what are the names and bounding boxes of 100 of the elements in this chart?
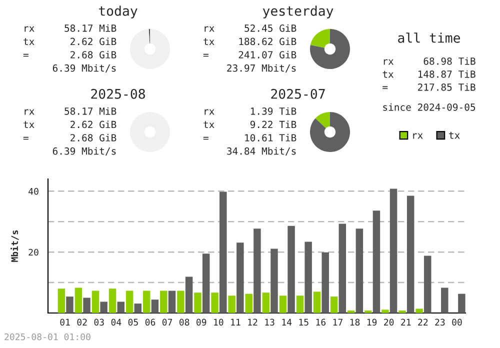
text: rx 1.39 TiB (204, 107, 296, 115)
bar (100, 302, 108, 313)
bar (58, 288, 66, 313)
bar (245, 294, 252, 313)
text: all time (398, 32, 460, 43)
bar (160, 290, 168, 313)
bar (288, 226, 295, 313)
bar (92, 290, 100, 313)
bar (83, 298, 90, 313)
text: tx 2.62 GiB (24, 120, 116, 128)
bar (194, 292, 202, 313)
donut-slice (310, 29, 330, 48)
bar (177, 290, 184, 313)
x-tick-label: 05 (128, 318, 138, 326)
legend-label: rx (413, 133, 423, 139)
bar (441, 288, 448, 313)
x-tick-label: 10 (214, 318, 224, 326)
x-tick-label: 00 (452, 318, 462, 326)
text: = 2.68 GiB (23, 50, 116, 58)
x-tick-label: 13 (265, 318, 274, 326)
text: 34.84 Mbit/s (227, 147, 296, 156)
bar (390, 188, 398, 313)
text: rx 52.45 GiB (204, 24, 296, 32)
legend-label: tx (449, 132, 460, 139)
bar (117, 302, 124, 313)
bar (254, 228, 261, 313)
donut-slice (130, 29, 170, 69)
bar (296, 296, 304, 313)
bar (322, 252, 329, 313)
x-tick-label: 21 (401, 318, 411, 326)
bar (202, 254, 210, 313)
x-tick-label: 09 (196, 318, 206, 326)
bar (304, 242, 312, 313)
bar (219, 192, 227, 313)
text: rx 68.98 TiB (384, 57, 476, 65)
chart-title: 2025-08 (91, 88, 145, 99)
x-tick-label: 04 (111, 318, 122, 326)
x-tick-label: 20 (384, 318, 394, 326)
bar (382, 310, 389, 313)
bar (406, 196, 414, 313)
bar (279, 296, 287, 313)
x-tick-label: 17 (333, 318, 342, 326)
bar (228, 296, 236, 313)
x-tick-label: 12 (248, 318, 258, 326)
bar (338, 224, 346, 313)
text: rx 58.17 MiB (24, 107, 116, 115)
bar (262, 292, 270, 313)
text: tx 148.87 TiB (382, 70, 476, 78)
chart-title: 2025-07 (271, 88, 325, 99)
donut-slice (310, 112, 350, 152)
text: = 10.61 TiB (203, 134, 296, 142)
text: tx 188.62 GiB (204, 38, 296, 46)
bar (134, 304, 142, 313)
y-tick-label: 40 (28, 188, 38, 195)
donut-slice (310, 29, 350, 69)
bar (143, 290, 150, 313)
text: 6.39 Mbit/s (52, 147, 116, 156)
bar (74, 288, 82, 313)
x-tick-label: 11 (231, 318, 240, 326)
chart-title: yesterday (262, 6, 334, 18)
text: tx 2.62 GiB (24, 38, 116, 46)
bar (313, 292, 321, 313)
x-tick-label: 18 (350, 318, 360, 326)
x-tick-label: 02 (77, 318, 87, 326)
x-tick-label: 16 (316, 318, 326, 326)
y-axis-title: Mbit/s (10, 230, 19, 262)
bar (270, 248, 278, 313)
bar (458, 294, 466, 313)
bar (185, 276, 193, 313)
bar (108, 288, 116, 313)
donut-slice (315, 112, 330, 128)
x-tick-label: 19 (367, 318, 377, 326)
bar (424, 256, 432, 313)
text: since 2024-09-05 (383, 103, 476, 111)
text: = 2.68 GiB (23, 134, 116, 142)
text: 23.97 Mbit/s (227, 64, 296, 73)
bar (126, 290, 134, 313)
x-tick-label: 08 (179, 318, 190, 326)
x-tick-label: 15 (299, 318, 308, 326)
chart-title: today (98, 6, 138, 18)
x-tick-label: 14 (282, 318, 292, 326)
x-tick-label: 23 (435, 318, 445, 326)
text: rx 58.17 MiB (24, 24, 116, 32)
x-tick-label: 03 (94, 318, 104, 326)
bar (66, 296, 74, 313)
x-tick-label: 07 (162, 318, 172, 326)
text: = 241.07 GiB (203, 50, 296, 58)
text: tx 9.22 TiB (204, 120, 296, 128)
bar (372, 210, 380, 313)
x-tick-label: 22 (418, 318, 428, 326)
bar (151, 300, 159, 313)
bar (416, 308, 423, 313)
x-tick-label: 06 (145, 318, 156, 326)
bar (330, 296, 338, 313)
bar (168, 290, 176, 313)
text: 2025-08-01 01:00 (4, 333, 90, 340)
text: = 217.85 TiB (382, 83, 476, 91)
x-tick-label: 01 (60, 318, 70, 326)
bar (356, 228, 364, 313)
text: 6.39 Mbit/s (52, 64, 116, 73)
